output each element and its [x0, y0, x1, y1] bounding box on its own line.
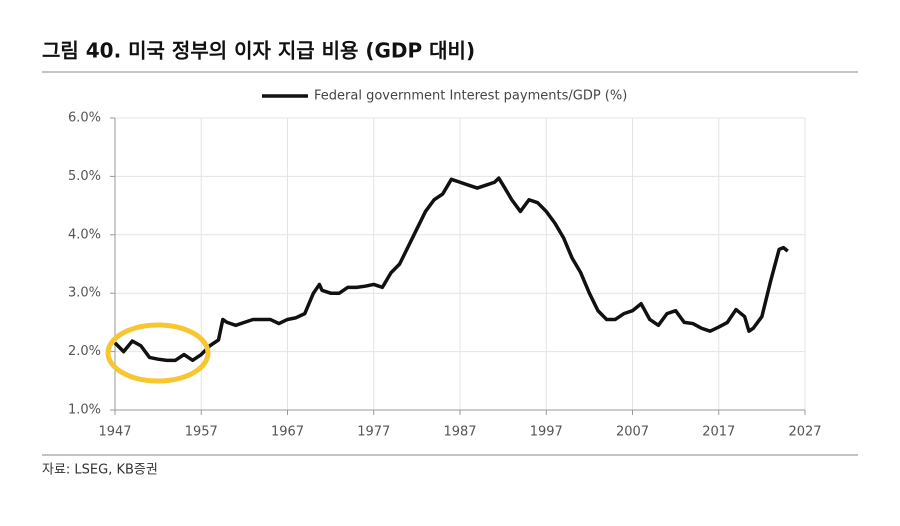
y-tick-label: 2.0%	[68, 344, 101, 359]
y-tick-label: 3.0%	[68, 286, 101, 301]
x-tick-label: 1967	[271, 425, 304, 440]
chart-title: 그림 40. 미국 정부의 이자 지급 비용 (GDP 대비)	[42, 39, 475, 63]
x-tick-label: 1947	[98, 425, 131, 440]
y-tick-label: 1.0%	[68, 403, 101, 418]
highlight-ellipse	[105, 322, 211, 384]
grid	[110, 117, 806, 415]
x-tick-label: 1987	[443, 425, 476, 440]
x-tick-label: 1957	[185, 425, 218, 440]
data-line	[113, 176, 789, 363]
plot	[113, 176, 789, 363]
x-tick-label: 2017	[702, 425, 735, 440]
x-tick-label: 2027	[788, 425, 821, 440]
y-tick-label: 6.0%	[68, 111, 101, 126]
y-tick-label: 4.0%	[68, 227, 101, 242]
legend-label: Federal government Interest payments/GDP…	[314, 89, 627, 104]
x-tick-label: 1997	[530, 425, 563, 440]
x-tick-label: 2007	[616, 425, 649, 440]
x-tick-label: 1977	[357, 425, 390, 440]
source: 자료: LSEG, KB증권	[42, 463, 158, 478]
y-tick-label: 5.0%	[68, 169, 101, 184]
